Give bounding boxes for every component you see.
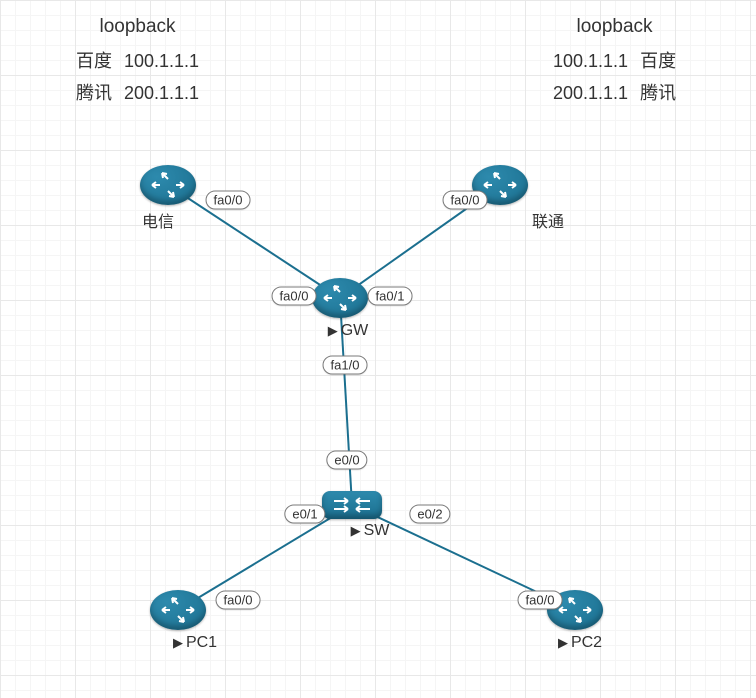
port-label-5: e0/0 [326, 451, 367, 470]
topology-canvas: loopback 百度 100.1.1.1 腾讯 200.1.1.1 loopb… [0, 0, 756, 698]
links-layer [0, 0, 756, 698]
switch-icon [322, 491, 382, 519]
router-icon [312, 278, 368, 318]
port-label-8: fa0/0 [216, 591, 261, 610]
port-label-0: fa0/0 [206, 191, 251, 210]
node-gw[interactable] [312, 278, 368, 318]
port-label-2: fa0/0 [272, 287, 317, 306]
router-icon [150, 590, 206, 630]
node-label-pc2: ▶PC2 [558, 634, 602, 652]
node-label-unicom: 联通 [532, 208, 564, 232]
port-label-9: fa0/0 [518, 591, 563, 610]
port-label-4: fa1/0 [323, 356, 368, 375]
play-icon: ▶ [558, 635, 568, 651]
node-pc1[interactable] [150, 590, 206, 630]
router-icon [140, 165, 196, 205]
node-sw[interactable] [322, 491, 382, 519]
port-label-1: fa0/0 [443, 191, 488, 210]
node-label-sw: ▶SW [351, 522, 390, 540]
play-icon: ▶ [173, 635, 183, 651]
play-icon: ▶ [328, 323, 338, 339]
node-label-gw: ▶GW [328, 322, 369, 340]
port-label-7: e0/2 [409, 505, 450, 524]
node-label-pc1: ▶PC1 [173, 634, 217, 652]
node-label-telecom: 电信 [142, 208, 174, 232]
port-label-6: e0/1 [284, 505, 325, 524]
node-telecom[interactable] [140, 165, 196, 205]
play-icon: ▶ [351, 523, 361, 539]
port-label-3: fa0/1 [368, 287, 413, 306]
